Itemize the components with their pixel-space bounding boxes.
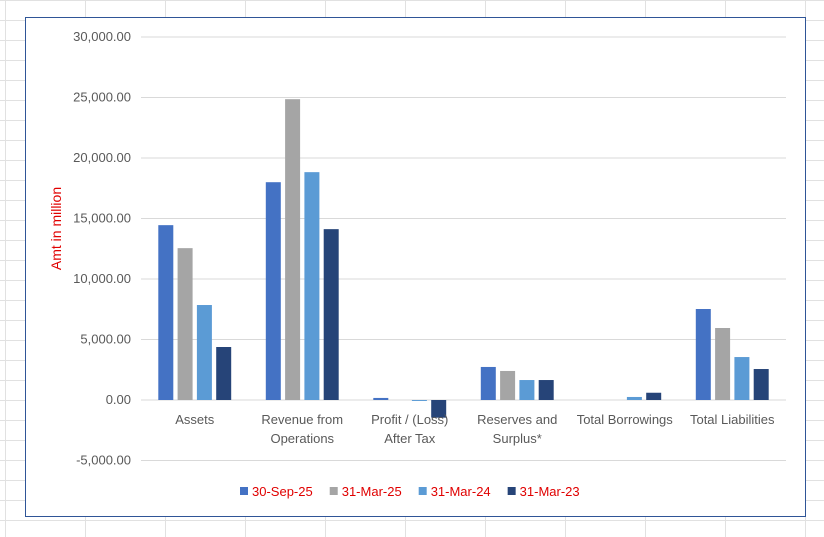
- y-tick-label: -5,000.00: [76, 453, 131, 468]
- category-label: Total Liabilities: [690, 412, 775, 427]
- legend-label: 31-Mar-24: [431, 484, 491, 499]
- legend-swatch: [329, 487, 338, 495]
- y-tick-label: 30,000.00: [73, 29, 131, 44]
- y-tick-label: 25,000.00: [73, 90, 131, 105]
- chart-container[interactable]: 30,000.00 25,000.00 20,000.00 15,000.00 10,0…: [25, 17, 806, 517]
- bar-31-mar-23: [753, 369, 769, 400]
- bar-31-mar-23: [431, 400, 447, 418]
- bar-31-mar-24: [519, 380, 535, 400]
- legend-swatch: [507, 487, 516, 495]
- bar-31-mar-25: [715, 328, 731, 400]
- bar-31-mar-24: [304, 172, 320, 400]
- category-label: Reserves and: [477, 412, 557, 427]
- legend-swatch: [240, 487, 248, 495]
- y-tick-label: 15,000.00: [73, 211, 131, 226]
- y-tick-label: 5,000.00: [80, 332, 131, 347]
- category-label: After Tax: [384, 431, 436, 446]
- category-label: Operations: [270, 431, 334, 446]
- y-tick-label: 10,000.00: [73, 271, 131, 286]
- category-label: Assets: [175, 412, 215, 427]
- bar-31-mar-24: [196, 305, 212, 400]
- bar-31-mar-23: [646, 392, 662, 400]
- category-label: Total Borrowings: [577, 412, 674, 427]
- y-tick-label: 20,000.00: [73, 150, 131, 165]
- y-tick-label: 0.00: [106, 392, 131, 407]
- bar-31-mar-24: [626, 396, 642, 400]
- bar-31-mar-23: [323, 229, 339, 400]
- legend-label: 30-Sep-25: [252, 484, 313, 499]
- legend-label: 31-Mar-23: [520, 484, 580, 499]
- bar-30-sep-25: [480, 366, 496, 400]
- bar-30-sep-25: [265, 182, 281, 400]
- bar-31-mar-23: [216, 347, 232, 400]
- bar-31-mar-25: [500, 370, 516, 400]
- bar-31-mar-25: [285, 99, 301, 400]
- legend-swatch: [418, 487, 427, 495]
- y-axis-title: Amt in million: [48, 187, 64, 270]
- bar-30-sep-25: [695, 309, 711, 400]
- bar-31-mar-25: [177, 248, 193, 400]
- legend-label: 31-Mar-25: [342, 484, 402, 499]
- bar-31-mar-23: [538, 380, 554, 400]
- bar-30-sep-25: [373, 397, 389, 400]
- bar-31-mar-24: [734, 357, 750, 400]
- category-label: Revenue from: [261, 412, 343, 427]
- bar-30-sep-25: [158, 225, 174, 400]
- bar-chart: 30,000.00 25,000.00 20,000.00 15,000.00 10,0…: [48, 29, 786, 499]
- bar-31-mar-24: [411, 400, 427, 401]
- category-label: Profit / (Loss): [371, 412, 448, 427]
- category-label: Surplus*: [493, 431, 542, 446]
